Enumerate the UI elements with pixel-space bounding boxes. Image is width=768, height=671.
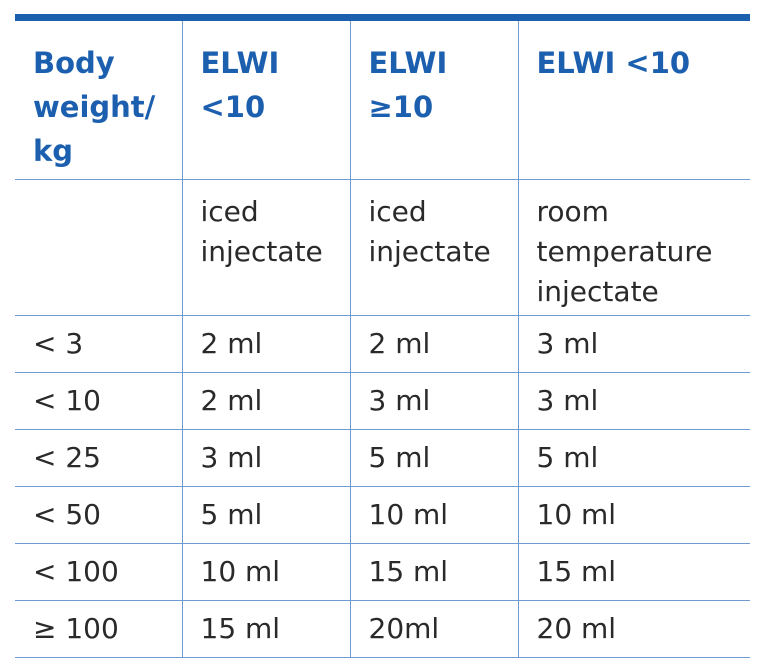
cell-line: ≥ 100 bbox=[33, 612, 119, 645]
table-cell bbox=[15, 179, 182, 316]
header-cell: ELWI <10 bbox=[517, 17, 750, 180]
table-cell: 3 ml bbox=[517, 315, 750, 373]
table-cell: 5 ml bbox=[517, 429, 750, 487]
cell-line: < 25 bbox=[33, 441, 101, 474]
table-cell: < 100 bbox=[15, 543, 182, 601]
table-row: < 25 3 ml 5 ml 5 ml bbox=[15, 429, 750, 487]
table-cell: < 25 bbox=[15, 429, 182, 487]
cell-line: 10 ml bbox=[200, 555, 281, 588]
table-cell: 5 ml bbox=[349, 429, 518, 487]
cell-line: ELWI <10 bbox=[536, 46, 691, 80]
cell-line: Body bbox=[33, 46, 115, 80]
cell-line: < 50 bbox=[33, 498, 101, 531]
cell-line: 2 ml bbox=[200, 327, 263, 360]
injectate-table: Body weight/kg ELWI <10 ELWI ≥10 ELWI <10 iced i… bbox=[15, 14, 750, 658]
header-cell: ELWI <10 bbox=[181, 17, 350, 180]
cell-line: 3 ml bbox=[536, 327, 599, 360]
cell-line: 5 ml bbox=[368, 441, 431, 474]
header-cell: ELWI ≥10 bbox=[349, 17, 518, 180]
table-cell: ≥ 100 bbox=[15, 600, 182, 658]
table-cell: 20ml bbox=[349, 600, 518, 658]
cell-line: 2 ml bbox=[200, 384, 263, 417]
table-cell: iced injectate bbox=[349, 179, 518, 316]
cell-line: 5 ml bbox=[200, 498, 263, 531]
cell-line: injectate bbox=[368, 235, 491, 268]
header-cell: Body weight/kg bbox=[15, 17, 182, 180]
table-cell: iced injectate bbox=[181, 179, 350, 316]
table-cell: < 10 bbox=[15, 372, 182, 430]
table-cell: room temperature injectate bbox=[517, 179, 750, 316]
cell-line: ELWI bbox=[200, 46, 280, 80]
cell-line: 20 ml bbox=[536, 612, 617, 645]
table-row: < 50 5 ml 10 ml 10 ml bbox=[15, 486, 750, 544]
cell-line: 10 ml bbox=[368, 498, 449, 531]
cell-line: ELWI bbox=[368, 46, 448, 80]
table-row: ≥ 100 15 ml 20ml 20 ml bbox=[15, 600, 750, 658]
table-row: iced injectate iced injectate room temperatur… bbox=[15, 179, 750, 316]
table-cell: 3 ml bbox=[181, 429, 350, 487]
header-row: Body weight/kg ELWI <10 ELWI ≥10 ELWI <10 bbox=[15, 17, 750, 180]
table-cell: 10 ml bbox=[349, 486, 518, 544]
table-cell: 2 ml bbox=[181, 372, 350, 430]
cell-line: 10 ml bbox=[536, 498, 617, 531]
table-body: Body weight/kg ELWI <10 ELWI ≥10 ELWI <10 iced i… bbox=[15, 17, 750, 658]
table-cell: < 3 bbox=[15, 315, 182, 373]
cell-line: room bbox=[536, 195, 609, 228]
table-row: < 10 2 ml 3 ml 3 ml bbox=[15, 372, 750, 430]
table-cell: 10 ml bbox=[181, 543, 350, 601]
cell-line: injectate bbox=[536, 275, 659, 308]
cell-line: temperature bbox=[536, 235, 713, 268]
cell-line: 20ml bbox=[368, 612, 440, 645]
table-cell: 15 ml bbox=[181, 600, 350, 658]
cell-line: weight/ bbox=[33, 90, 156, 124]
table-cell: 3 ml bbox=[517, 372, 750, 430]
cell-line: 15 ml bbox=[368, 555, 449, 588]
cell-line: 5 ml bbox=[536, 441, 599, 474]
cell-line: iced bbox=[200, 195, 259, 228]
table-cell: 2 ml bbox=[349, 315, 518, 373]
table-cell: 5 ml bbox=[181, 486, 350, 544]
table-cell: 15 ml bbox=[349, 543, 518, 601]
cell-line: 15 ml bbox=[536, 555, 617, 588]
table-row: < 3 2 ml 2 ml 3 ml bbox=[15, 315, 750, 373]
cell-line: 3 ml bbox=[536, 384, 599, 417]
table-cell: 15 ml bbox=[517, 543, 750, 601]
table-cell: 20 ml bbox=[517, 600, 750, 658]
cell-line: < 10 bbox=[33, 384, 101, 417]
cell-line: < 100 bbox=[33, 555, 119, 588]
table-cell: 3 ml bbox=[349, 372, 518, 430]
table-cell: 2 ml bbox=[181, 315, 350, 373]
table-row: < 100 10 ml 15 ml 15 ml bbox=[15, 543, 750, 601]
cell-line: <10 bbox=[200, 90, 266, 124]
cell-line: injectate bbox=[200, 235, 323, 268]
cell-line: iced bbox=[368, 195, 427, 228]
cell-line: < 3 bbox=[33, 327, 84, 360]
cell-line: 3 ml bbox=[368, 384, 431, 417]
table-cell: 10 ml bbox=[517, 486, 750, 544]
cell-line: ≥10 bbox=[368, 90, 434, 124]
cell-line: 15 ml bbox=[200, 612, 281, 645]
cell-line: kg bbox=[33, 134, 74, 168]
table-cell: < 50 bbox=[15, 486, 182, 544]
cell-line: 3 ml bbox=[200, 441, 263, 474]
cell-line: 2 ml bbox=[368, 327, 431, 360]
